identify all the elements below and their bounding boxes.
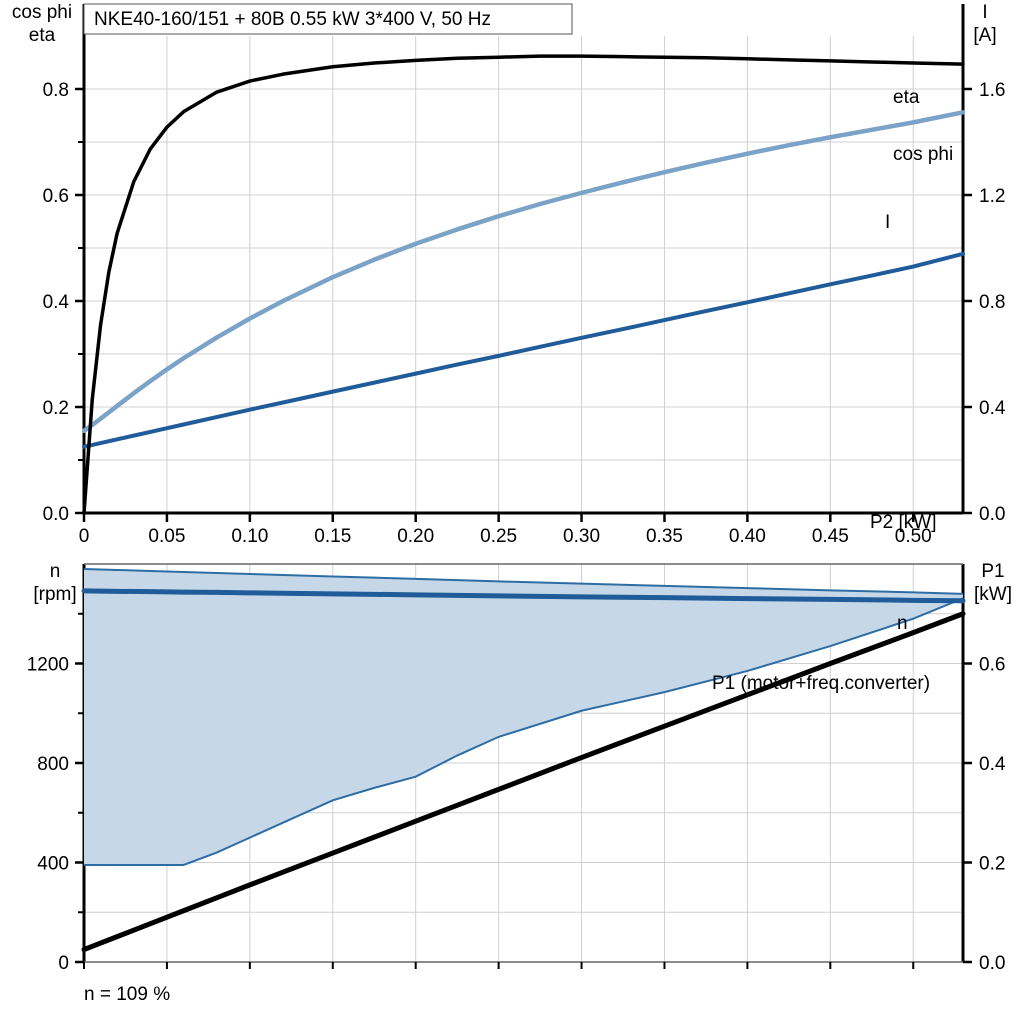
top-left-tick-label: 0.8 bbox=[43, 80, 69, 101]
bottom-left-tick-label: 0 bbox=[58, 953, 69, 974]
bottom-right-tick-label: 0.0 bbox=[979, 953, 1005, 974]
top-right-axis-title-line1: I bbox=[982, 2, 987, 23]
top-right-tick-label: 1.2 bbox=[979, 186, 1005, 207]
top-x-tick-label: 0.50 bbox=[895, 526, 932, 545]
top-x-tick-label: 0.45 bbox=[812, 526, 849, 545]
top-x-tick-label: 0.25 bbox=[480, 526, 517, 545]
top-axes bbox=[75, 4, 972, 522]
top-right-axis-title-line2: [A] bbox=[973, 25, 996, 46]
bottom-right-axis-title-line1: P1 bbox=[981, 561, 1004, 582]
top-right-tick-label: 0.0 bbox=[979, 504, 1005, 525]
top-left-tick-label: 0.0 bbox=[43, 504, 69, 525]
current-curve-label: I bbox=[885, 212, 890, 233]
bottom-left-tick-label: 800 bbox=[37, 754, 69, 775]
top-x-tick-label: 0.10 bbox=[231, 526, 268, 545]
top-x-tick-label: 0.05 bbox=[148, 526, 185, 545]
top-x-tick-label: 0.35 bbox=[646, 526, 683, 545]
top-x-tick-label: 0.20 bbox=[397, 526, 434, 545]
top-left-tick-label: 0.6 bbox=[43, 186, 69, 207]
chart-title: NKE40-160/151 + 80B 0.55 kW 3*400 V, 50 … bbox=[94, 9, 491, 30]
bottom-right-tick-label: 0.4 bbox=[979, 754, 1006, 775]
eta-curve-label: eta bbox=[893, 87, 920, 108]
top-chart-svg: 0.0 0.2 0.4 0.6 0.8 0.0 0.4 0.8 1.2 1.6 0 0.05 0.10 0… bbox=[12, 2, 1006, 545]
footer-note: n = 109 % bbox=[84, 984, 170, 1005]
current-curve bbox=[82, 251, 965, 449]
bottom-left-tick-label: 1200 bbox=[27, 655, 69, 676]
top-left-tick-label: 0.4 bbox=[43, 292, 70, 313]
top-chart-panel: 0.0 0.2 0.4 0.6 0.8 0.0 0.4 0.8 1.2 1.6 0 0.05 0.10 0… bbox=[12, 2, 1006, 545]
power-curve-label: P1 (motor+freq.converter) bbox=[712, 673, 930, 694]
top-left-axis-title-line2: eta bbox=[29, 25, 56, 46]
top-x-tick-label: 0.30 bbox=[563, 526, 600, 545]
top-left-tick-label: 0.2 bbox=[43, 398, 69, 419]
power-curve bbox=[81, 611, 966, 953]
bottom-axis-labels: 0 400 800 1200 0.0 0.2 0.4 0.6 bbox=[27, 655, 1006, 975]
eta-curve bbox=[82, 54, 965, 515]
band-upper-edge bbox=[83, 567, 964, 595]
top-right-tick-label: 1.6 bbox=[979, 80, 1005, 101]
bottom-right-tick-label: 0.6 bbox=[979, 655, 1005, 676]
bottom-left-tick-label: 400 bbox=[37, 854, 69, 875]
top-right-tick-label: 0.8 bbox=[979, 292, 1005, 313]
top-axis-labels: 0.0 0.2 0.4 0.6 0.8 0.0 0.4 0.8 1.2 1.6 0 0.05 0.10 0… bbox=[43, 80, 1006, 545]
top-curves bbox=[81, 54, 966, 515]
speed-range-band bbox=[84, 568, 963, 865]
bottom-left-axis-title-line2: [rpm] bbox=[33, 584, 76, 605]
top-x-tick-label: 0 bbox=[79, 526, 90, 545]
top-right-tick-label: 0.4 bbox=[979, 398, 1006, 419]
title-box bbox=[83, 3, 573, 35]
bottom-chart-panel: 0 400 800 1200 0.0 0.2 0.4 0.6 n [rpm] P1 [kW] … bbox=[0, 545, 1024, 1024]
top-gridlines bbox=[84, 36, 963, 513]
top-x-tick-label: 0.15 bbox=[314, 526, 351, 545]
top-x-tick-label: 0.40 bbox=[729, 526, 766, 545]
speed-curve bbox=[81, 588, 966, 604]
bottom-left-axis-title-line1: n bbox=[50, 561, 61, 582]
speed-curve-label: n bbox=[897, 613, 908, 634]
cos-phi-curve bbox=[81, 110, 966, 434]
top-left-axis-title-line1: cos phi bbox=[12, 2, 72, 23]
band-lower-edge bbox=[84, 597, 964, 866]
cos-phi-curve-label: cos phi bbox=[893, 144, 953, 165]
bottom-right-tick-label: 0.2 bbox=[979, 854, 1005, 875]
bottom-curves bbox=[81, 567, 966, 953]
bottom-right-axis-title-line2: [kW] bbox=[974, 584, 1012, 605]
top-x-axis-title: P2 [kW] bbox=[870, 512, 937, 533]
